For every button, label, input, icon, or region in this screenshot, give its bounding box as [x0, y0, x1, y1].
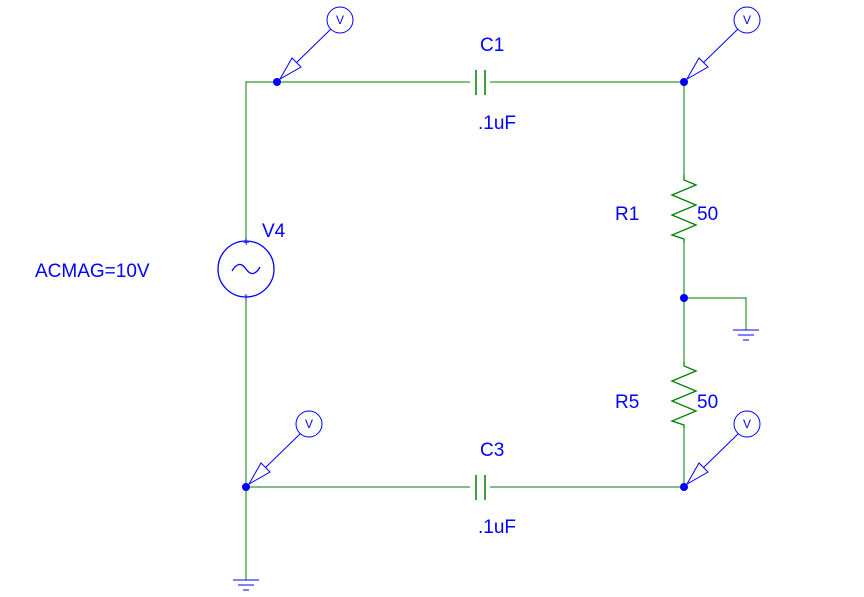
- voltage-probe-top-left[interactable]: V: [278, 6, 354, 81]
- wire-ground-branch: [684, 297, 747, 330]
- ac-source-v4[interactable]: + -: [217, 237, 275, 301]
- wire-c3-left: [245, 300, 470, 488]
- voltage-probe-top-right[interactable]: V: [685, 6, 761, 81]
- capacitor-c3[interactable]: [475, 475, 486, 500]
- resistor-r5[interactable]: [670, 362, 698, 428]
- resistor-r1[interactable]: [670, 175, 698, 243]
- r5-ref-label: R5: [615, 392, 639, 413]
- capacitor-c1[interactable]: [475, 70, 486, 95]
- wire-r5-bottom: [490, 428, 685, 488]
- probe-label: V: [743, 13, 751, 27]
- wire-source-top: [245, 81, 470, 238]
- voltage-probe-bottom-left[interactable]: V: [247, 410, 323, 486]
- ac-source-icon: [217, 240, 275, 298]
- v4-ref-label: V4: [262, 221, 286, 242]
- labels: C1 .1uF C3 .1uF R1 50 R5 50 V4 ACMAG=10V: [35, 35, 718, 538]
- node-dot: [680, 294, 688, 302]
- voltage-probe-bottom-right[interactable]: V: [685, 410, 761, 486]
- c3-ref-label: C3: [480, 440, 504, 461]
- voltage-probe-icon: [278, 6, 354, 81]
- r1-ref-label: R1: [615, 204, 639, 225]
- probe-label: V: [336, 13, 344, 27]
- r5-value-label: 50: [697, 392, 718, 413]
- c1-value-label: .1uF: [478, 113, 516, 134]
- voltage-probe-icon: [685, 6, 761, 81]
- ground-icon: [233, 579, 259, 591]
- probe-label: V: [305, 417, 313, 431]
- ground-icon: [733, 329, 759, 341]
- r1-value-label: 50: [697, 204, 718, 225]
- v4-value-label: ACMAG=10V: [35, 261, 150, 282]
- c3-value-label: .1uF: [478, 517, 516, 538]
- c1-ref-label: C1: [480, 35, 504, 56]
- voltage-probe-icon: [247, 410, 323, 486]
- source-minus-mark: -: [244, 289, 248, 301]
- voltage-probe-icon: [685, 410, 761, 486]
- wires: [245, 81, 747, 580]
- probe-label: V: [743, 417, 751, 431]
- source-plus-mark: +: [243, 237, 249, 249]
- wire-c1-right: [490, 81, 685, 175]
